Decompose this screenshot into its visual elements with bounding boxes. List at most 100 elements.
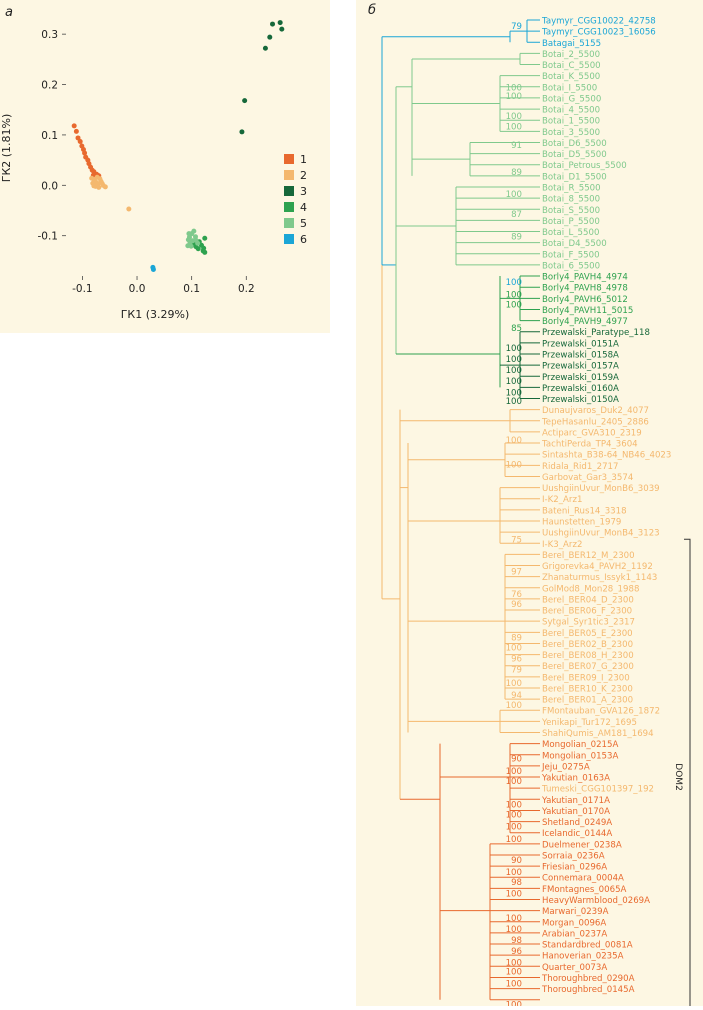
leaf-label: I-K3_Arz2 [542,540,582,550]
bootstrap-value: 100 [506,377,522,387]
data-point-group-3 [270,21,276,27]
leaf-label: Berel_BER08_H_2300 [542,651,634,661]
bootstrap-value: 100 [506,122,522,132]
leaf-label: Icelandic_0144A [542,829,612,839]
data-point-group-1 [82,150,88,156]
bootstrap-value: 100 [506,278,522,288]
bootstrap-value: 76 [511,590,522,600]
leaf-label: Borly4_PAVH6_5012 [542,295,628,305]
bootstrap-value: 100 [506,889,522,899]
leaf-label: Mongolian_0215A [542,740,618,750]
leaf-label: Dunaujvaros_Duk2_4077 [542,406,649,416]
bootstrap-value: 79 [511,22,522,32]
bootstrap-value: 100 [506,366,522,376]
leaf-label: TachtiPerda_TP4_3604 [541,440,638,450]
leaf-label: Sytgal_Syr1tic3_2317 [542,618,635,628]
panel-b-label: б [368,3,376,18]
leaf-label: Przewalski_0160A [542,384,619,394]
leaf-label: ShahiQumis_AM181_1694 [542,729,654,739]
data-point-group-3 [277,20,283,26]
bootstrap-value: 96 [511,600,522,610]
bootstrap-value: 97 [511,568,522,578]
leaf-label: UushgiinUvur_MonB4_3123 [542,529,660,539]
legend-label-1: 1 [300,153,307,166]
bootstrap-value: 100 [506,290,522,300]
data-point-group-4 [195,246,201,252]
leaf-label: Batagai_5155 [542,39,601,49]
bracket-line [684,538,691,1010]
leaf-label: Botai_1_5500 [542,117,600,127]
leaf-label: Botai_S_5500 [542,206,600,216]
panel-a-background [0,0,330,333]
leaf-label: Borly4_PAVH9_4977 [542,317,628,327]
leaf-label: Yakutian_0171A [541,796,610,806]
bootstrap-value: 89 [511,232,522,242]
data-point-group-4 [201,245,207,251]
leaf-label: Tumeski_CGG101397_192 [541,785,654,795]
leaf-label: Marwari_0239A [542,907,609,917]
leaf-label: Botai_I_5500 [542,83,597,93]
bootstrap-value: 89 [511,633,522,643]
bootstrap-value: 100 [506,388,522,398]
dom2-bracket: DOM2 [673,538,691,1010]
leaf-label: Botai_4_5500 [542,106,600,116]
bootstrap-value: 100 [506,643,522,653]
leaf-label: Mongolian_0153A [542,751,618,761]
leaf-label: Grigorevka4_PAVH2_1192 [542,562,653,572]
bootstrap-value: 96 [511,654,522,664]
legend-swatch-2 [284,170,294,180]
leaf-label: Berel_BER06_F_2300 [542,607,632,617]
bootstrap-value: 100 [506,355,522,365]
data-point-group-3 [242,98,248,104]
leaf-label: Botai_C_5500 [542,61,601,71]
data-point-group-2 [102,184,108,190]
legend-label-6: 6 [300,233,307,246]
data-point-group-5 [186,231,192,237]
leaf-label: Duelmener_0238A [542,840,622,850]
leaf-label: Haunstetten_1979 [542,517,621,527]
leaf-label: Berel_BER02_B_2300 [542,640,633,650]
bootstrap-value: 89 [511,168,522,178]
leaf-label: Botai_D6_5500 [542,139,607,149]
leaf-label: Taymyr_CGG10023_16056 [541,28,656,38]
data-point-group-4 [202,235,208,241]
leaf-label: Botai_2_5500 [542,50,600,60]
data-point-group-2 [96,184,102,190]
bootstrap-value: 100 [506,868,522,878]
bootstrap-value: 100 [506,958,522,968]
leaf-label: Botai_D4_5500 [542,239,607,249]
leaf-label: I-K2_Arz1 [542,495,582,505]
bootstrap-value: 96 [511,947,522,957]
data-point-group-5 [193,237,199,243]
x-tick-label: -0.1 [72,283,93,295]
bootstrap-value: 100 [506,436,522,446]
leaf-label: Borly4_PAVH4_4974 [542,273,628,283]
x-axis-label: ГК1 (3.29%) [121,308,190,321]
leaf-label: Borly4_PAVH11_5015 [542,306,633,316]
leaf-label: Thoroughbred_0145A [541,985,635,995]
bootstrap-value: 94 [511,691,522,701]
leaf-label: Ridala_Rid1_2717 [542,462,618,472]
leaf-label: Botai_6_5500 [542,261,600,271]
leaf-label: Arabian_0237A [542,929,607,939]
y-axis-label: ГК2 (1.81%) [0,114,13,183]
bootstrap-value: 100 [506,914,522,924]
leaf-label: Botai_P_5500 [542,217,600,227]
leaf-label: Berel_BER12_M_2300 [542,551,635,561]
panel-b-background [356,0,703,1006]
bootstrap-value: 100 [506,1001,522,1006]
bootstrap-value: 100 [506,800,522,810]
bootstrap-value: 91 [511,141,522,151]
leaf-label: Sintashta_B38-64_NB46_4023 [542,451,671,461]
leaf-label: Berel_BER05_E_2300 [542,629,633,639]
legend-swatch-4 [284,202,294,212]
leaf-label: Taymyr_CGG10022_42758 [541,17,656,27]
data-point-group-1 [73,128,79,134]
leaf-label: Yenikapi_Tur172_1695 [541,718,637,728]
leaf-label: Botai_D5_5500 [542,150,607,160]
legend-swatch-6 [284,234,294,244]
bootstrap-value: 100 [506,83,522,93]
y-tick-label: 0.0 [41,180,58,192]
leaf-label: Przewalski_0157A [542,362,619,372]
